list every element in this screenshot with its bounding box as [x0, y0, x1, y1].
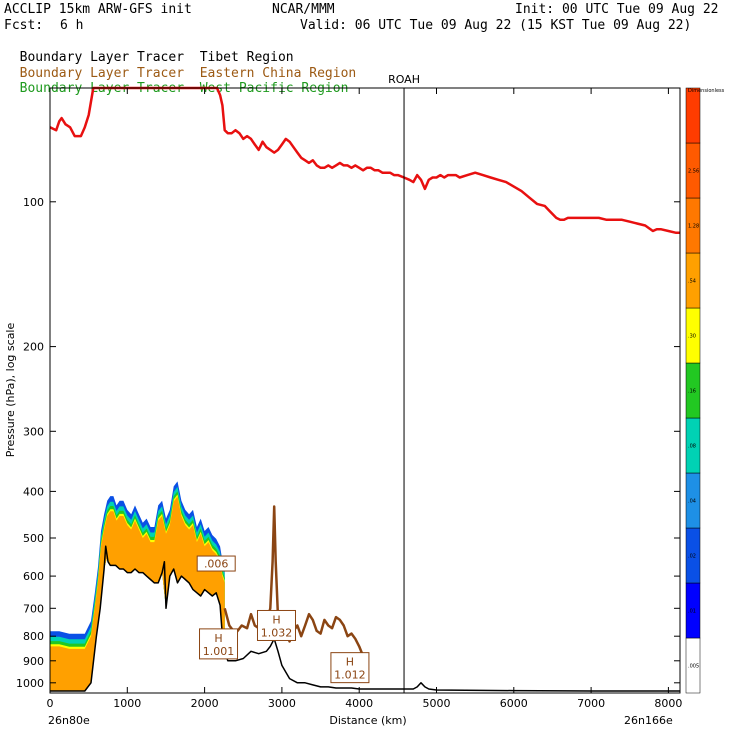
x-tick-label: 7000	[577, 697, 605, 710]
y-tick-label: 100	[23, 196, 44, 209]
legend-line-2: Boundary Layer Tracer Eastern China Regi…	[4, 51, 357, 81]
colorbar: .005 .01 .02 .04 .08 .16 .30 .54 1.28 2.56 Dimensi…	[685, 87, 725, 694]
legend-2-right: Eastern China Region	[199, 66, 357, 81]
y-tick-label: 700	[23, 602, 44, 615]
valid-time: Valid: 06 UTC Tue 09 Aug 22 (15 KST Tue …	[300, 18, 692, 33]
y-tick-label: 300	[23, 425, 44, 438]
colorbar-label: .08	[688, 444, 696, 450]
legend-line-1: Boundary Layer Tracer Tibet Region	[4, 35, 294, 65]
x-tick-label: 3000	[268, 697, 296, 710]
annotation-box	[256, 609, 296, 641]
axes-layer: 0 1000 2000 3000 4000 5000 6000 7000 80001002003…	[16, 88, 682, 710]
center-label: NCAR/MMM	[272, 2, 335, 17]
annotation-2: H1.032	[256, 609, 296, 641]
x-tick-label: 8000	[654, 697, 682, 710]
y-tick-label: 900	[23, 655, 44, 668]
colorbar-label: .01	[688, 609, 696, 615]
y-tick-label: 1000	[16, 677, 44, 690]
colorbar-label: .005	[688, 664, 699, 670]
y-tick-label: 600	[23, 570, 44, 583]
colorbar-label: Dimensionless	[688, 88, 725, 94]
annotation-letter: H	[214, 632, 222, 645]
x-tick-label: 5000	[423, 697, 451, 710]
annotation-3: H1.012	[330, 652, 370, 684]
annotation-box	[196, 555, 236, 572]
annotation-value: 1.032	[261, 626, 293, 639]
eastern-china-tracer-line	[223, 505, 369, 668]
legend-1-right: Tibet Region	[199, 50, 294, 65]
colorbar-label: .04	[688, 499, 696, 505]
annotation-letter: H	[272, 613, 280, 626]
annotation-4: .006	[196, 555, 236, 572]
annotation-box	[330, 652, 370, 684]
model-title: ACCLIP 15km ARW-GFS init	[4, 2, 192, 17]
colorbar-label: .30	[688, 334, 696, 340]
fcst-label: Fcst:	[4, 18, 44, 33]
x-axis-label: Distance (km)	[329, 714, 406, 727]
annotation-1: H1.001	[199, 628, 239, 660]
colorbar-label: 1.28	[688, 224, 699, 230]
annotation-value: 1.001	[203, 645, 235, 658]
tropopause-line	[49, 86, 680, 235]
y-tick-label: 800	[23, 630, 44, 643]
init-time: Init: 00 UTC Tue 09 Aug 22	[515, 2, 719, 17]
terrain-line	[50, 545, 680, 692]
y-axis-label: Pressure (hPa), log scale	[4, 323, 17, 458]
y-tick-label: 500	[23, 532, 44, 545]
y-tick-label: 200	[23, 341, 44, 354]
annotation-value: 1.012	[334, 669, 366, 682]
x-tick-label: 1000	[113, 697, 141, 710]
annotation-letter: H	[346, 656, 354, 669]
annotation-letter: .006	[204, 558, 229, 571]
tibet-tracer-fill	[50, 496, 225, 691]
colorbar-label: .16	[688, 389, 696, 395]
y-tick-label: 400	[23, 485, 44, 498]
x-tick-label: 4000	[345, 697, 373, 710]
fcst-value: 6 h	[60, 18, 84, 33]
plot-frame	[49, 87, 681, 694]
legend-1-left: Boundary Layer Tracer	[19, 50, 185, 65]
colorbar-label: .54	[688, 279, 696, 285]
roah-marker-label: ROAH	[388, 73, 420, 86]
colorbar-label: 2.56	[688, 169, 699, 175]
x-start-label: 26n80e	[48, 714, 90, 727]
colorbar-label: .02	[688, 554, 696, 560]
legend-2-left: Boundary Layer Tracer	[19, 66, 185, 81]
x-end-label: 26n166e	[624, 714, 673, 727]
colorbar-segment	[685, 87, 701, 144]
x-tick-label: 0	[47, 697, 54, 710]
annotation-box	[199, 628, 239, 660]
x-tick-label: 6000	[500, 697, 528, 710]
x-tick-label: 2000	[191, 697, 219, 710]
